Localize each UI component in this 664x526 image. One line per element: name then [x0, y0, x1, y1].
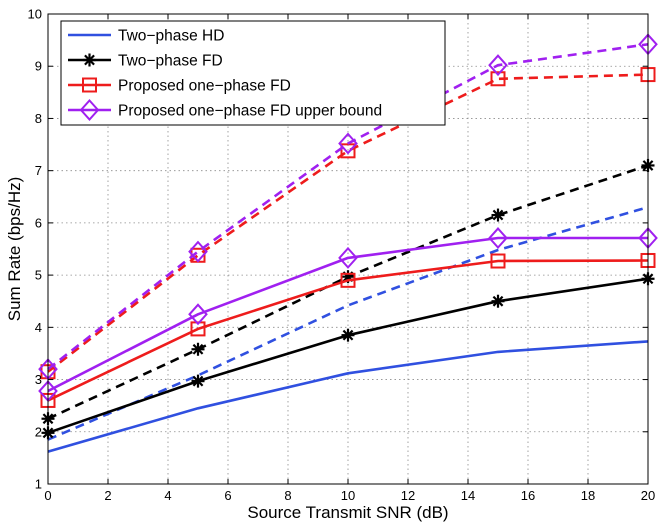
series-3-point: [341, 328, 355, 342]
series-line-2: [47, 205, 649, 441]
series-6-point: [340, 143, 356, 159]
series-4-point: [491, 208, 505, 222]
series-7-point: [338, 246, 358, 269]
legend-label-4: Proposed one−phase FD upper bound: [118, 103, 382, 120]
x-tick-label: 14: [461, 488, 475, 503]
series-line-1: [47, 340, 649, 453]
y-tick-label: 1: [35, 477, 42, 492]
series-7-point: [188, 303, 208, 326]
series-line-7: [47, 236, 648, 393]
series-5-point: [490, 253, 506, 269]
legend-label-1: Two−phase HD: [118, 28, 224, 45]
series-line-8: [47, 43, 649, 371]
y-tick-label: 10: [28, 7, 42, 22]
legend-box: [60, 20, 446, 126]
x-tick-label: 20: [641, 488, 655, 503]
x-tick-label: 0: [44, 488, 51, 503]
x-tick-label: 12: [401, 488, 415, 503]
y-tick-label: 8: [35, 111, 42, 126]
x-tick-label: 2: [104, 488, 111, 503]
legend-marker-4: [79, 99, 100, 121]
series-3-point: [191, 374, 205, 388]
y-tick-label: 6: [35, 215, 42, 230]
legend: Two−phase HD Two−phase FD Proposed one−pha…: [60, 20, 446, 126]
y-tick-label: 9: [35, 59, 42, 74]
series-8-point: [188, 240, 208, 263]
series-line-5: [47, 259, 649, 402]
series-line-6: [47, 73, 649, 373]
legend-marker-2: [83, 53, 96, 67]
y-tick-label: 3: [35, 372, 42, 387]
y-axis-title: Sum Rate (bps/Hz): [5, 177, 24, 322]
x-tick-label: 6: [224, 488, 231, 503]
legend-label-2: Two−phase FD: [118, 53, 223, 70]
legend-label-3: Proposed one−phase FD: [118, 78, 291, 95]
x-tick-label: 4: [164, 488, 171, 503]
legend-marker-3: [82, 77, 97, 93]
x-tick-label: 8: [284, 488, 291, 503]
series-3-point: [491, 294, 505, 308]
x-tick-label: 16: [521, 488, 535, 503]
y-tick-label: 4: [35, 320, 42, 335]
series-8-point: [338, 132, 358, 155]
series-7-point: [488, 227, 508, 250]
y-tick-label: 7: [35, 163, 42, 178]
y-tick-label: 2: [35, 424, 42, 439]
series-6-point: [490, 71, 506, 87]
series-5-point: [340, 272, 356, 288]
x-tick-label: 18: [581, 488, 595, 503]
x-tick-label: 10: [341, 488, 355, 503]
series-4-point: [191, 342, 205, 356]
series-8-point: [488, 54, 508, 77]
y-tick-label: 5: [35, 268, 42, 283]
x-axis-title: Source Transmit SNR (dB): [247, 503, 448, 522]
